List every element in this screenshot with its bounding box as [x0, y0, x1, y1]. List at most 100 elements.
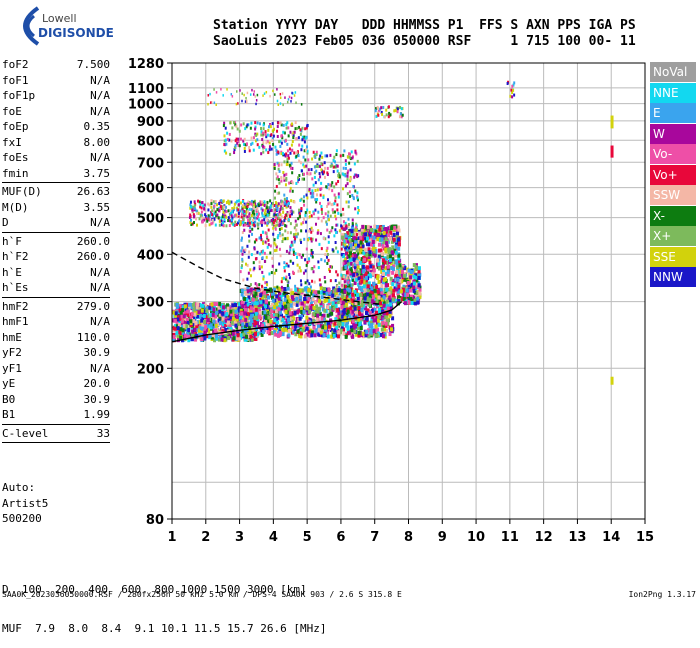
- echo-point: [287, 156, 290, 160]
- echo-point: [313, 212, 316, 216]
- echo-point: [334, 290, 338, 295]
- echo-point: [356, 191, 359, 195]
- echo-point: [323, 321, 327, 326]
- echo-point: [182, 314, 186, 319]
- echo-point: [278, 191, 281, 195]
- echo-point: [314, 153, 317, 157]
- echo-point: [186, 309, 190, 314]
- param-value: 30.9: [83, 346, 111, 359]
- echo-point: [343, 260, 347, 265]
- echo-point: [222, 221, 225, 225]
- echo-point: [389, 276, 393, 281]
- echo-point: [322, 216, 325, 220]
- echo-point: [248, 212, 251, 216]
- echo-point: [271, 122, 274, 126]
- echo-point: [257, 291, 261, 296]
- echo-point: [295, 223, 298, 227]
- echo-point: [252, 312, 256, 317]
- echo-point: [390, 266, 394, 271]
- echo-point: [187, 302, 191, 307]
- echo-point: [338, 229, 341, 233]
- echo-point: [362, 233, 366, 238]
- echo-point: [359, 326, 363, 331]
- echo-point: [382, 231, 386, 236]
- echo-point: [270, 302, 274, 307]
- echo-point: [340, 305, 344, 310]
- echo-point: [274, 243, 277, 247]
- echo-point: [277, 234, 280, 238]
- echo-point: [323, 299, 327, 304]
- echo-point: [365, 282, 369, 287]
- echo-point: [361, 237, 365, 242]
- echo-point: [252, 261, 255, 265]
- echo-point: [249, 229, 252, 233]
- echo-point: [211, 213, 214, 217]
- echo-point: [401, 113, 404, 117]
- echo-point: [260, 223, 263, 227]
- echo-point: [377, 242, 381, 247]
- echo-point: [329, 164, 332, 168]
- echo-point: [279, 92, 282, 96]
- echo-point: [209, 312, 213, 317]
- echo-point: [294, 284, 297, 288]
- echo-point: [229, 121, 232, 125]
- echo-point: [342, 207, 345, 211]
- echo-point: [366, 308, 370, 313]
- echo-point: [205, 308, 209, 313]
- echo-point: [238, 308, 242, 313]
- echo-point: [397, 228, 401, 233]
- echo-point: [344, 162, 347, 166]
- echo-point: [347, 222, 350, 226]
- echo-point: [195, 314, 199, 319]
- echo-point: [389, 113, 392, 117]
- echo-point: [274, 309, 278, 314]
- echo-point: [385, 108, 388, 112]
- echo-point: [283, 201, 286, 205]
- echo-point: [251, 223, 254, 227]
- echo-point: [375, 285, 379, 290]
- echo-point: [241, 304, 245, 309]
- echo-point: [261, 208, 264, 212]
- echo-point: [323, 175, 326, 179]
- echo-point: [234, 121, 237, 125]
- echo-point: [189, 220, 192, 224]
- param-row: yE 20.0: [2, 376, 110, 392]
- echo-point: [367, 287, 371, 292]
- echo-point: [399, 105, 402, 109]
- echo-point: [346, 259, 350, 264]
- echo-point: [337, 321, 341, 326]
- echo-point: [286, 294, 290, 299]
- echo-point: [275, 201, 278, 205]
- echo-point: [244, 143, 247, 147]
- echo-point: [290, 212, 293, 216]
- echo-point: [359, 331, 363, 336]
- echo-point: [351, 156, 354, 160]
- echo-point: [258, 308, 262, 313]
- echo-point: [368, 225, 372, 230]
- echo-point: [283, 321, 287, 326]
- echo-point: [323, 308, 327, 313]
- echo-point: [308, 229, 311, 233]
- echo-point: [366, 236, 370, 241]
- echo-point: [289, 222, 292, 226]
- echo-point: [328, 230, 331, 234]
- echo-point: [271, 222, 274, 226]
- echo-point: [289, 303, 293, 308]
- echo-point: [263, 200, 266, 204]
- echo-point: [348, 246, 351, 250]
- echo-point: [215, 103, 217, 107]
- echo-point: [324, 237, 327, 241]
- echo-point: [345, 321, 349, 326]
- echo-point: [287, 328, 291, 333]
- echo-point: [250, 202, 253, 206]
- x-tick-label: 8: [404, 530, 413, 545]
- echo-point: [202, 313, 206, 318]
- echo-point: [356, 198, 359, 202]
- echo-point: [340, 226, 343, 230]
- echo-point: [511, 95, 514, 99]
- echo-point: [242, 204, 245, 208]
- echo-point: [326, 228, 329, 232]
- echo-point: [287, 264, 290, 268]
- echo-point: [276, 310, 280, 315]
- echo-point: [254, 205, 257, 209]
